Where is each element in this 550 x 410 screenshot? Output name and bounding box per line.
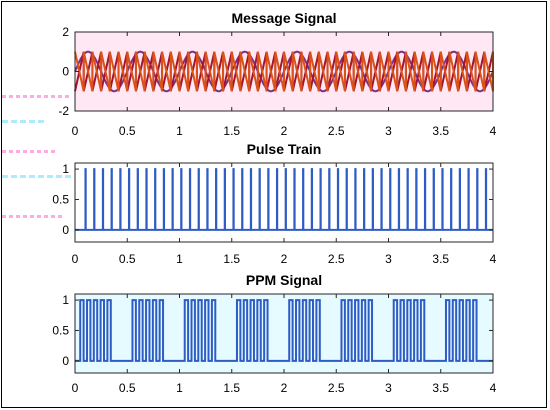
y-tick-label: 1	[62, 293, 69, 307]
x-tick-label: 3	[385, 381, 392, 395]
artifact-stripe	[2, 95, 72, 98]
y-tick-label: 0.5	[52, 323, 69, 337]
x-tick-label: 2.5	[328, 124, 345, 138]
x-tick-label: 3.5	[432, 381, 449, 395]
x-tick-label: 3	[385, 252, 392, 266]
y-tick-label: 2	[62, 25, 69, 39]
y-tick-label: 0	[62, 223, 69, 237]
artifact-stripe	[2, 120, 47, 123]
series-line-0	[75, 168, 493, 231]
x-tick-label: 2	[281, 252, 288, 266]
y-tick-label: 0	[62, 65, 69, 79]
x-tick-label: 2.5	[328, 252, 345, 266]
y-tick-label: 0.5	[52, 192, 69, 206]
x-tick-label: 0	[72, 124, 79, 138]
x-tick-label: 4	[490, 381, 497, 395]
x-tick-label: 1	[176, 381, 183, 395]
artifact-stripe	[2, 215, 62, 218]
x-tick-label: 3.5	[432, 124, 449, 138]
x-tick-label: 0.5	[119, 381, 136, 395]
x-tick-label: 1.5	[223, 381, 240, 395]
x-tick-label: 0.5	[119, 124, 136, 138]
chart-title: PPM Signal	[246, 272, 322, 288]
x-tick-label: 1.5	[223, 124, 240, 138]
x-tick-label: 2	[281, 124, 288, 138]
y-tick-label: 0	[62, 354, 69, 368]
series-line-0	[75, 299, 493, 362]
x-tick-label: 1	[176, 124, 183, 138]
x-tick-label: 0	[72, 381, 79, 395]
x-tick-label: 2	[281, 381, 288, 395]
y-tick-label: -2	[58, 104, 69, 118]
x-tick-label: 3	[385, 124, 392, 138]
series-line-2	[74, 51, 494, 92]
x-tick-label: 1.5	[223, 252, 240, 266]
artifact-stripe	[2, 175, 72, 178]
x-tick-label: 0.5	[119, 252, 136, 266]
x-tick-label: 4	[490, 124, 497, 138]
x-tick-label: 0	[72, 252, 79, 266]
x-tick-label: 3.5	[432, 252, 449, 266]
x-tick-label: 2.5	[328, 381, 345, 395]
chart-title: Pulse Train	[247, 141, 322, 157]
x-tick-label: 1	[176, 252, 183, 266]
axes-background	[75, 163, 493, 242]
artifact-stripe	[2, 150, 57, 153]
chart-title: Message Signal	[231, 10, 336, 26]
x-tick-label: 4	[490, 252, 497, 266]
y-tick-label: 1	[62, 162, 69, 176]
